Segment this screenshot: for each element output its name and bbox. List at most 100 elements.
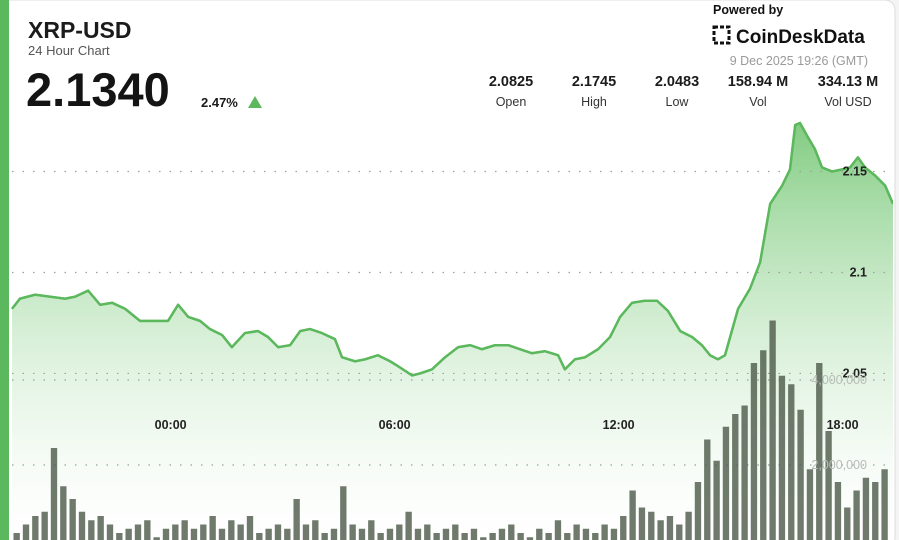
y-tick-label: 2.1 <box>850 265 867 279</box>
volume-bar <box>788 384 795 540</box>
volume-bar <box>377 533 384 540</box>
volume-bar <box>853 490 860 540</box>
volume-bar <box>396 524 403 540</box>
volume-bar <box>32 516 39 540</box>
volume-bar <box>704 439 711 540</box>
volume-bar <box>302 524 310 540</box>
volume-bar <box>480 537 487 540</box>
volume-bar <box>554 520 562 540</box>
stat-value: 2.1745 <box>572 74 616 90</box>
stat-label: Vol USD <box>824 95 871 109</box>
volume-bar <box>162 528 170 540</box>
volume-bar <box>769 320 776 540</box>
volume-bar <box>545 533 552 540</box>
volume-bar <box>293 499 300 540</box>
volume-bar <box>190 528 198 540</box>
volume-bar <box>685 511 692 540</box>
volume-bar <box>470 528 478 540</box>
volume-bar <box>134 524 142 540</box>
volume-bar <box>610 528 618 540</box>
volume-bar <box>181 520 188 540</box>
y2-tick-label: 2,000,000 <box>811 458 867 472</box>
volume-bar <box>582 528 590 540</box>
volume-bar <box>265 528 272 540</box>
volume-bar <box>862 477 870 540</box>
volume-bar <box>732 414 739 540</box>
x-tick-label: 00:00 <box>155 418 187 432</box>
volume-bar <box>881 469 888 540</box>
volume-bar <box>638 507 646 540</box>
volume-bar <box>694 482 702 540</box>
volume-bar <box>648 511 655 540</box>
volume-bar <box>69 499 76 540</box>
volume-bar <box>844 507 851 540</box>
timestamp: 9 Dec 2025 19:26 (GMT) <box>730 54 868 68</box>
volume-bar <box>78 511 86 540</box>
volume-bar <box>340 486 347 540</box>
volume-bar <box>97 516 104 540</box>
x-tick-label: 18:00 <box>827 418 859 432</box>
volume-bar <box>200 524 207 540</box>
volume-bar <box>218 528 226 540</box>
plot <box>11 121 893 540</box>
volume-bar <box>526 537 534 540</box>
volume-bar <box>461 533 468 540</box>
accent-strip <box>0 0 9 540</box>
brand: CoinDeskData <box>736 27 865 48</box>
volume-bar <box>872 482 879 540</box>
volume-bar <box>797 409 804 540</box>
stat-value: 2.0483 <box>655 74 699 90</box>
volume-bar <box>106 524 114 540</box>
x-tick-label: 06:00 <box>379 418 411 432</box>
stat-value: 334.13 M <box>818 74 878 90</box>
volume-bar <box>246 516 254 540</box>
symbol: XRP-USD <box>28 17 132 43</box>
volume-bar <box>22 524 30 540</box>
stat-value: 158.94 M <box>728 74 788 90</box>
volume-bar <box>676 524 683 540</box>
volume-bar <box>368 520 375 540</box>
volume-bar <box>405 511 412 540</box>
volume-bar <box>209 516 216 540</box>
volume-bar <box>564 533 571 540</box>
volume-bar <box>816 363 823 540</box>
volume-bar <box>657 520 664 540</box>
volume-bar <box>498 528 506 540</box>
volume-bar <box>349 524 356 540</box>
volume-bar <box>172 524 179 540</box>
volume-bar <box>274 524 282 540</box>
stat-label: Vol <box>749 95 766 109</box>
volume-bar <box>144 520 151 540</box>
volume-bar <box>806 469 814 540</box>
volume-bar <box>629 490 636 540</box>
volume-bar <box>228 520 235 540</box>
powered-by: Powered by <box>713 3 783 17</box>
volume-bar <box>620 516 627 540</box>
change: 2.47% <box>201 95 238 110</box>
volume-bar <box>312 520 319 540</box>
volume-bar <box>750 363 758 540</box>
volume-bar <box>517 533 524 540</box>
volume-bar <box>433 533 440 540</box>
up-arrow <box>248 96 262 108</box>
volume-bar <box>452 524 459 540</box>
y-tick-label: 2.15 <box>843 164 867 178</box>
volume-bar <box>713 460 720 540</box>
price-area <box>12 123 893 540</box>
volume-bar <box>424 524 431 540</box>
volume-bar <box>414 528 422 540</box>
volume-bar <box>508 524 515 540</box>
volume-bar <box>125 528 132 540</box>
volume-bar <box>237 524 244 540</box>
volume-bar <box>284 528 291 540</box>
volume-bar <box>834 482 842 540</box>
subtitle: 24 Hour Chart <box>28 43 110 58</box>
price-line-overlay <box>11 121 893 377</box>
y2-tick-label: 4,000,000 <box>811 373 867 387</box>
volume-bar <box>592 533 599 540</box>
volume-bar <box>153 537 160 540</box>
volume-bar <box>601 524 608 540</box>
volume-bar <box>489 533 496 540</box>
volume-bar <box>358 528 366 540</box>
